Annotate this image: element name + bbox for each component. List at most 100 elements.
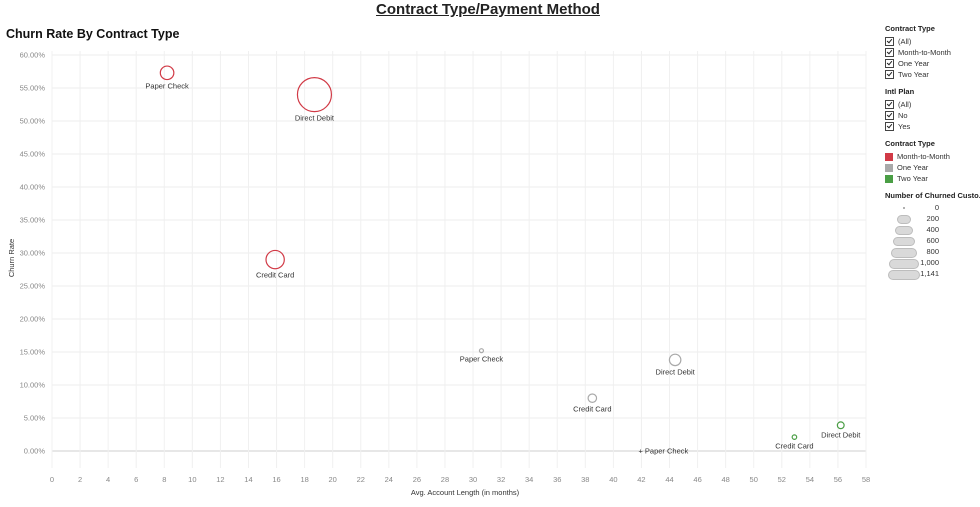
filter-0: Contract Type (All) Month-to-Month One Year… [885, 24, 977, 80]
chart-title: Churn Rate By Contract Type [6, 27, 180, 41]
legend-item[interactable]: One Year [885, 162, 977, 173]
x-tick-label: 58 [862, 475, 870, 484]
point-label: Direct Debit [295, 114, 335, 123]
size-pill-icon [888, 269, 920, 280]
size-pill-icon [891, 247, 917, 258]
size-legend-label: 0 [934, 203, 939, 212]
data-point[interactable]: Credit Card [256, 249, 294, 280]
x-tick-label: 10 [188, 475, 196, 484]
x-tick-label: 4 [106, 475, 110, 484]
data-point[interactable]: Credit Card [775, 434, 814, 451]
checkbox-checked-icon[interactable] [885, 122, 894, 131]
x-tick-label: 22 [357, 475, 365, 484]
size-pill-icon [897, 215, 911, 224]
point-marker[interactable] [668, 353, 682, 367]
y-tick-label: 20.00% [20, 315, 46, 324]
legend-item[interactable]: Month-to-Month [885, 151, 977, 162]
point-marker[interactable] [587, 393, 598, 404]
size-legend: Number of Churned Custo.. 0 200 400 600 800 1… [885, 191, 980, 280]
data-point[interactable]: Paper Check [460, 348, 504, 364]
x-tick-label: 6 [134, 475, 138, 484]
x-tick-label: 44 [665, 475, 673, 484]
y-tick-label: 45.00% [20, 150, 46, 159]
filter-option[interactable]: (All) [885, 99, 977, 110]
point-marker[interactable] [836, 421, 845, 430]
size-legend-label: 200 [926, 214, 939, 223]
point-label: Credit Card [775, 441, 813, 450]
size-legend-row: 1,000 [885, 258, 977, 269]
x-tick-label: 52 [778, 475, 786, 484]
point-label: Credit Card [573, 404, 611, 413]
legend-item[interactable]: Two Year [885, 173, 977, 184]
x-tick-label: 0 [50, 475, 54, 484]
y-tick-label: 0.00% [24, 447, 46, 456]
size-legend-label: 600 [926, 236, 939, 245]
point-label: Paper Check [460, 355, 504, 364]
point-label: + Paper Check [638, 447, 688, 456]
size-legend-row: 400 [885, 225, 977, 236]
point-marker[interactable] [296, 76, 333, 113]
checkbox-checked-icon[interactable] [885, 37, 894, 46]
x-tick-label: 20 [329, 475, 337, 484]
x-tick-labels: 0 2 4 6 8 10 12 14 16 18 20 22 24 26 28 30 32 34 36 38 40 42 4… [50, 475, 870, 484]
x-tick-label: 28 [441, 475, 449, 484]
data-point[interactable]: Direct Debit [295, 76, 335, 123]
y-tick-label: 35.00% [20, 216, 46, 225]
size-legend-row: 0 [885, 203, 977, 214]
filter-option[interactable]: (All) [885, 36, 977, 47]
size-legend-title: Number of Churned Custo.. [885, 191, 980, 200]
filter-option-label: One Year [898, 59, 930, 68]
x-tick-label: 18 [300, 475, 308, 484]
x-tick-label: 16 [272, 475, 280, 484]
filter-title: Intl Plan [885, 87, 915, 96]
x-tick-label: 32 [497, 475, 505, 484]
point-marker[interactable] [791, 434, 798, 440]
size-legend-label: 400 [926, 225, 939, 234]
filter-option-label: Month-to-Month [898, 48, 951, 57]
filter-option-label: Yes [898, 122, 911, 131]
checkbox-checked-icon[interactable] [885, 100, 894, 109]
point-marker[interactable] [478, 348, 485, 354]
filter-option[interactable]: One Year [885, 58, 977, 69]
filter-option[interactable]: No [885, 110, 977, 121]
size-pill-icon [893, 237, 915, 246]
checkbox-checked-icon[interactable] [885, 111, 894, 120]
scatter-chart: 0.00% 5.00% 10.00% 15.00% 20.00% 25.00% 30.00%… [7, 51, 870, 498]
x-axis-title: Avg. Account Length (in months) [411, 488, 520, 497]
data-point[interactable]: Direct Debit [821, 421, 861, 440]
point-marker[interactable] [159, 65, 175, 81]
x-tick-label: 40 [609, 475, 617, 484]
data-point[interactable]: Direct Debit [656, 353, 696, 377]
point-label: Paper Check [145, 82, 189, 91]
x-tick-label: 42 [637, 475, 645, 484]
filter-option[interactable]: Month-to-Month [885, 47, 977, 58]
data-point[interactable]: Paper Check [145, 65, 189, 91]
y-tick-label: 30.00% [20, 249, 46, 258]
filter-option-label: (All) [898, 100, 912, 109]
filter-option[interactable]: Yes [885, 121, 977, 132]
y-tick-label: 5.00% [24, 414, 46, 423]
size-legend-row: 1,141 [885, 269, 977, 280]
filter-title: Contract Type [885, 24, 935, 33]
point-label: Direct Debit [821, 431, 861, 440]
data-point[interactable]: Credit Card [573, 393, 612, 413]
data-point[interactable]: + Paper Check [638, 447, 688, 456]
x-tick-label: 12 [216, 475, 224, 484]
dashboard-title: Contract Type/Payment Method [376, 1, 600, 18]
legend-label: Month-to-Month [897, 152, 950, 161]
x-tick-label: 54 [806, 475, 814, 484]
filter-option[interactable]: Two Year [885, 69, 977, 80]
point-marker[interactable] [265, 249, 285, 270]
checkbox-checked-icon[interactable] [885, 48, 894, 57]
size-legend-row: 800 [885, 247, 977, 258]
legend-label: Two Year [897, 174, 928, 183]
y-tick-label: 60.00% [20, 51, 46, 60]
checkbox-checked-icon[interactable] [885, 70, 894, 79]
legend-swatch [885, 152, 893, 161]
checkbox-checked-icon[interactable] [885, 59, 894, 68]
color-legend: Contract Type Month-to-Month One Year Two … [885, 139, 977, 184]
color-legend-title: Contract Type [885, 139, 935, 148]
x-tick-label: 50 [750, 475, 758, 484]
x-tick-label: 46 [693, 475, 701, 484]
x-tick-label: 26 [413, 475, 421, 484]
